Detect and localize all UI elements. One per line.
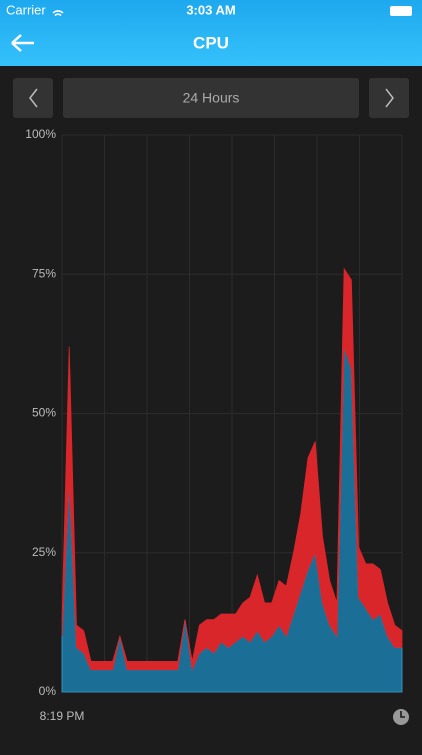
next-button[interactable] bbox=[369, 78, 409, 118]
y-tick-label: 75% bbox=[32, 266, 56, 280]
area bbox=[61, 267, 403, 672]
clock-hands bbox=[400, 711, 405, 718]
clock-time: 3:03 AM bbox=[186, 2, 235, 17]
battery bbox=[390, 6, 412, 16]
y-tick-label: 100% bbox=[25, 127, 56, 141]
chart: 0% 25% 50% 75% 100% 8:19 PM bbox=[25, 127, 403, 723]
next-icon bbox=[385, 88, 394, 108]
range-label: 24 Hours bbox=[183, 90, 240, 106]
range-button[interactable] bbox=[63, 78, 359, 118]
x-tick-label: 8:19 PM bbox=[40, 709, 85, 723]
back-button[interactable] bbox=[11, 34, 34, 52]
nav-title: CPU bbox=[193, 33, 229, 52]
y-tick-label: 25% bbox=[32, 545, 56, 559]
prev-button[interactable] bbox=[13, 78, 53, 118]
y-tick-label: 0% bbox=[39, 684, 57, 698]
header bbox=[0, 0, 422, 66]
carrier: Carrier bbox=[6, 2, 46, 17]
wifi-icon bbox=[52, 10, 64, 17]
y-tick-label: 50% bbox=[32, 406, 56, 420]
prev-icon bbox=[29, 88, 38, 108]
